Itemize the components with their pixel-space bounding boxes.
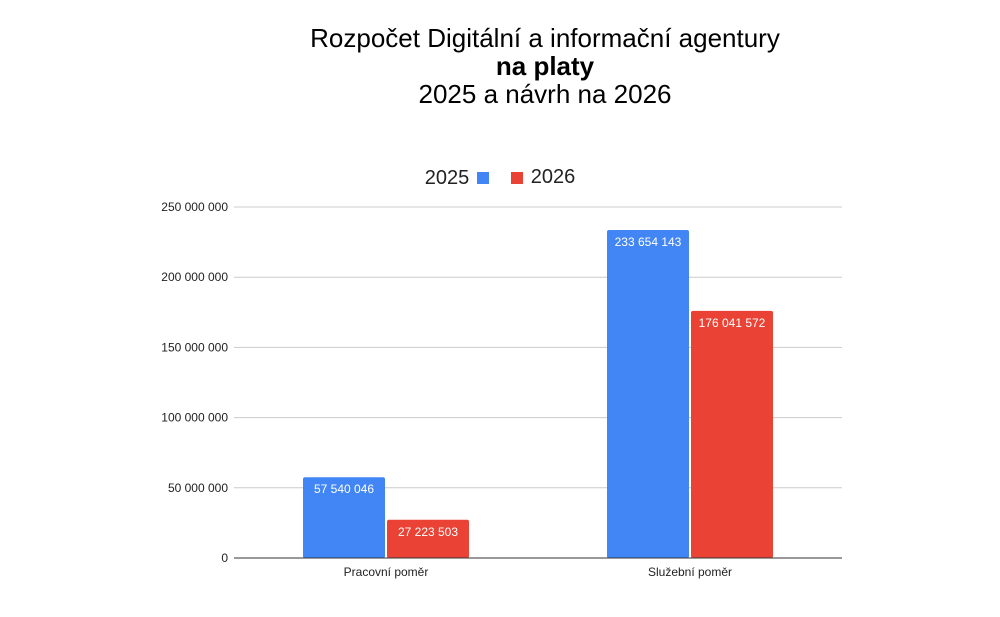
bar-2025-0 — [303, 477, 385, 558]
legend-label-2026: 2026 — [530, 166, 576, 188]
legend-item-2026: 2026 — [510, 166, 576, 189]
data-label-2026-0: 27 223 503 — [398, 525, 458, 539]
bar-2026-0 — [387, 519, 469, 558]
legend-swatch-2025 — [477, 172, 490, 184]
y-tick-label-1: 50 000 000 — [168, 481, 228, 495]
chart-title: Rozpočet Digitální a informační agentury… — [0, 24, 1000, 108]
y-tick-label-2: 100 000 000 — [161, 411, 228, 425]
legend-swatch-2026 — [510, 171, 523, 184]
legend-label-2025: 2025 — [424, 166, 470, 189]
legend: 2025 2026 — [0, 166, 1000, 190]
y-tick-label-3: 150 000 000 — [161, 340, 228, 354]
y-tick-label-0: 0 — [221, 551, 228, 565]
legend-item-2025: 2025 — [425, 167, 490, 190]
data-label-2025-1: 233 654 143 — [615, 235, 682, 249]
x-tick-label-0: Pracovní poměr — [344, 565, 429, 579]
title-line-3: 2025 a návrh na 2026 — [418, 79, 672, 109]
bar-2026-1 — [691, 310, 773, 558]
bar-2025-1 — [607, 229, 689, 558]
y-tick-label-4: 200 000 000 — [161, 270, 228, 284]
title-line-2: na platy — [495, 51, 595, 81]
data-label-2026-1: 176 041 572 — [699, 316, 766, 330]
x-tick-label-1: Služební poměr — [648, 565, 732, 579]
y-tick-label-5: 250 000 000 — [161, 200, 228, 214]
title-line-1: Rozpočet Digitální a informační agentury — [310, 23, 780, 53]
data-label-2025-0: 57 540 046 — [314, 482, 374, 496]
